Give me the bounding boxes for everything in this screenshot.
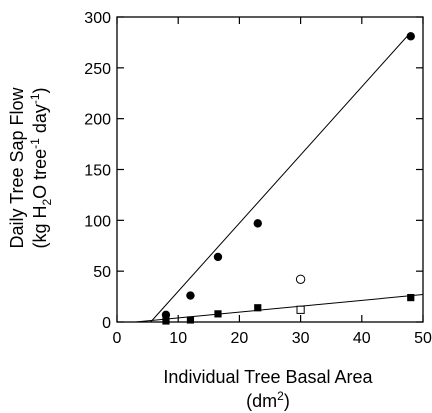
x-tick-label: 10 [169, 330, 187, 347]
y-tick-label: 100 [84, 213, 111, 230]
data-point-circle [161, 310, 171, 320]
y-tick-label: 250 [84, 61, 111, 78]
data-point-circle [186, 291, 195, 300]
plot-frame [116, 16, 424, 323]
x-axis-title-line2: (dm2) [246, 389, 290, 411]
y-tick-label: 50 [93, 264, 111, 281]
x-tick-label: 40 [353, 330, 371, 347]
y-axis-title-line2: (kg H2O tree-1 day-1) [28, 87, 54, 248]
x-tick-label: 0 [113, 330, 122, 347]
data-markers [161, 32, 415, 325]
data-point-square [407, 294, 415, 302]
data-point-square [186, 316, 195, 324]
fit-line [150, 31, 412, 323]
data-point-square [254, 304, 262, 312]
x-tick-label: 30 [292, 330, 310, 347]
axis-ticks: 0 10 20 30 40 50 0 50 100 150 200 250 300 [84, 10, 432, 347]
y-tick-label: 300 [84, 10, 111, 27]
data-point-square [214, 310, 222, 318]
y-tick-label: 150 [84, 163, 111, 180]
y-tick-label: 200 [84, 112, 111, 129]
data-point-open-square [296, 305, 305, 314]
data-point-circle [406, 32, 415, 41]
data-point-circle [253, 219, 262, 228]
y-tick-label: 0 [102, 315, 111, 332]
y-axis-title-line1: Daily Tree Sap Flow [7, 86, 27, 248]
x-tick-label: 20 [231, 330, 249, 347]
data-point-open-circle [295, 274, 306, 284]
x-tick-label: 50 [414, 330, 432, 347]
x-axis-title-line1: Individual Tree Basal Area [163, 367, 373, 387]
data-point-circle [213, 252, 223, 262]
fit-line [135, 294, 424, 323]
data-point-square [162, 317, 170, 325]
fit-lines [135, 31, 424, 323]
